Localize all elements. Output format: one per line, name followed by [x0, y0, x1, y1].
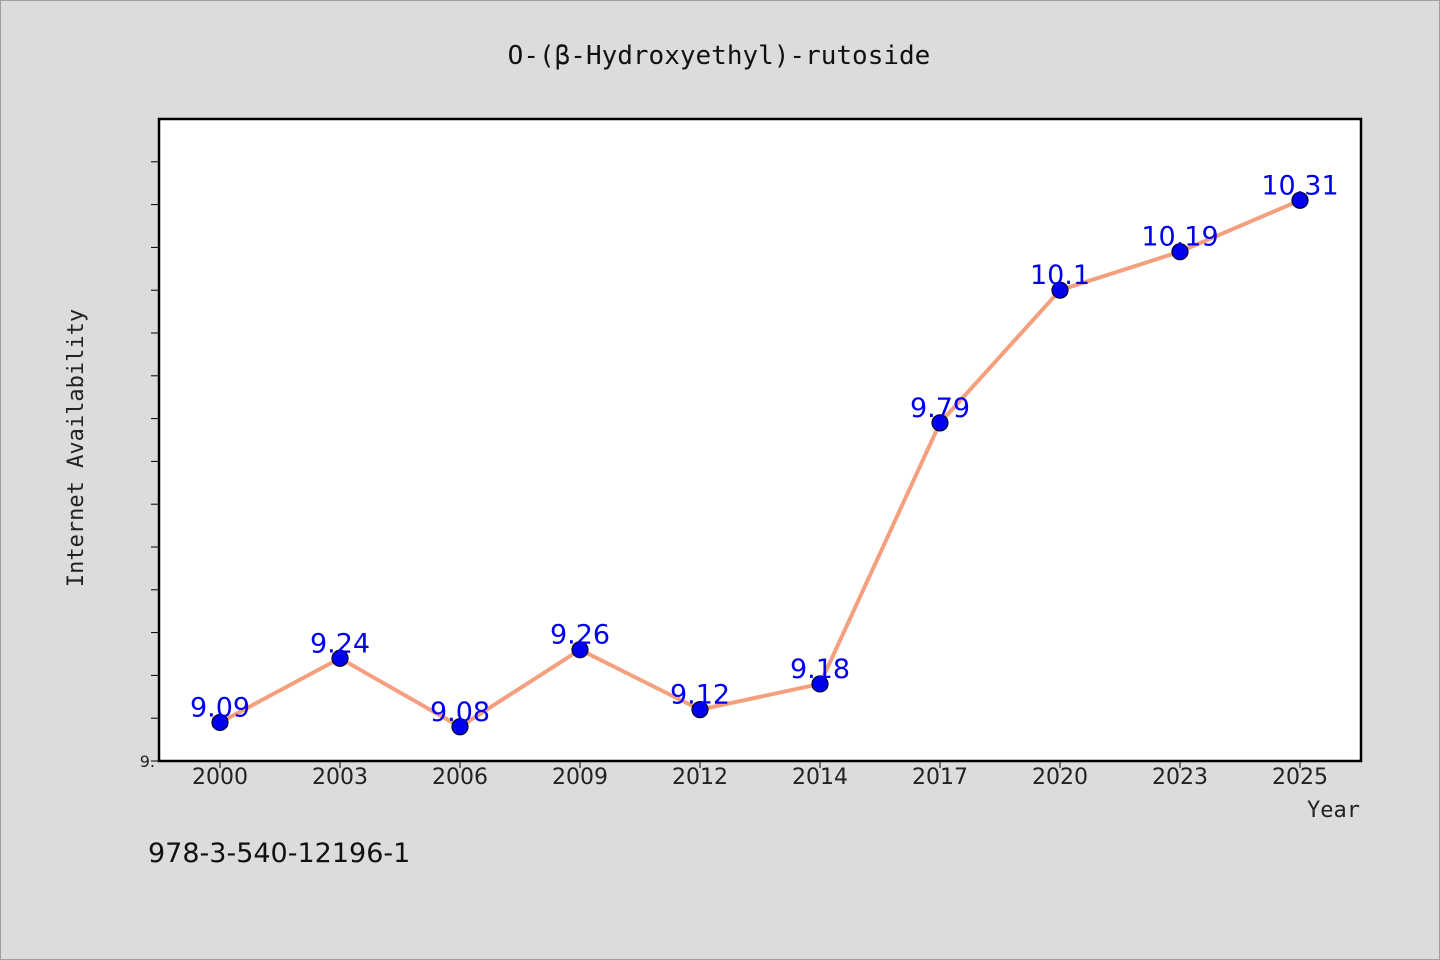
x-axis-tick-labels: 2000 2003 2006 2009 2012 2014 2017 2020 2023 2025	[192, 765, 1328, 790]
plot-area	[157, 117, 1363, 763]
data-labels: 9.09 9.24 9.08 9.26 9.12 9.18 9.79 10.1 10.19 10.…	[190, 170, 1339, 727]
y-axis-ticks	[151, 161, 159, 762]
data-point-8	[1171, 243, 1189, 261]
data-point-0	[211, 713, 229, 732]
data-label-5: 9.18	[790, 654, 850, 685]
x-tick-label-1: 2003	[312, 765, 368, 790]
x-tick-label-6: 2017	[912, 765, 968, 790]
data-point-3	[571, 641, 589, 659]
x-tick-label-8: 2023	[1152, 765, 1208, 790]
y-axis-tick-labels: 9.	[140, 752, 155, 771]
data-point-9	[1291, 191, 1309, 209]
x-axis-label: Year	[1307, 798, 1360, 823]
data-label-2: 9.08	[430, 697, 490, 728]
series-markers	[211, 191, 1309, 736]
data-label-3: 9.26	[550, 620, 610, 651]
data-label-6: 9.79	[910, 393, 970, 424]
data-label-8: 10.19	[1141, 222, 1218, 253]
x-tick-label-2: 2006	[432, 765, 488, 790]
x-tick-label-4: 2012	[672, 765, 728, 790]
data-point-6	[931, 414, 949, 432]
data-point-5	[811, 675, 829, 693]
data-label-4: 9.12	[670, 680, 730, 711]
footer-isbn: 978-3-540-12196-1	[148, 838, 410, 869]
data-point-7	[1051, 281, 1069, 299]
data-label-0: 9.09	[190, 692, 250, 723]
x-tick-label-3: 2009	[552, 765, 608, 790]
data-point-2	[451, 718, 469, 736]
x-tick-label-7: 2020	[1032, 765, 1088, 790]
data-label-9: 10.31	[1261, 170, 1338, 201]
x-axis-ticks	[219, 761, 1301, 768]
x-tick-label-5: 2014	[792, 765, 848, 790]
data-point-1	[331, 649, 349, 667]
x-tick-label-0: 2000	[192, 765, 248, 790]
y-axis-label: Internet Availability	[64, 309, 89, 587]
x-tick-label-9: 2025	[1272, 765, 1328, 790]
data-label-7: 10.1	[1030, 260, 1090, 291]
y-tick-label-0: 9.	[140, 752, 155, 771]
chart-title: O-(β-Hydroxyethyl)-rutoside	[508, 41, 931, 71]
data-point-4	[691, 701, 709, 719]
data-label-1: 9.24	[310, 628, 370, 659]
series-line	[219, 198, 1301, 729]
